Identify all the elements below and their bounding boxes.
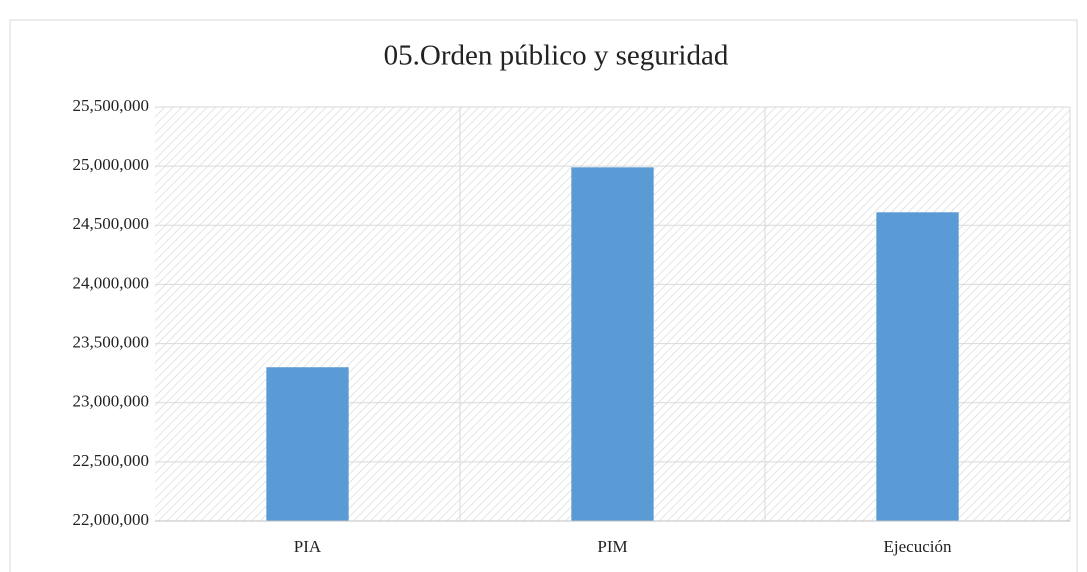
y-tick-label: 24,000,000 [73, 273, 150, 292]
bar [266, 367, 349, 521]
y-tick-label: 23,000,000 [73, 392, 150, 411]
bar [571, 167, 654, 521]
bar [876, 212, 959, 521]
y-tick-label: 22,500,000 [73, 451, 150, 470]
y-tick-label: 24,500,000 [73, 214, 150, 233]
y-tick-label: 23,500,000 [73, 332, 150, 351]
y-tick-label: 22,000,000 [73, 510, 150, 529]
x-tick-label: PIM [597, 537, 627, 556]
y-tick-label: 25,000,000 [73, 155, 150, 174]
y-tick-label: 25,500,000 [73, 96, 150, 115]
x-tick-label: PIA [294, 537, 322, 556]
chart-title: 05.Orden público y seguridad [384, 40, 729, 72]
x-tick-label: Ejecución [884, 537, 952, 556]
